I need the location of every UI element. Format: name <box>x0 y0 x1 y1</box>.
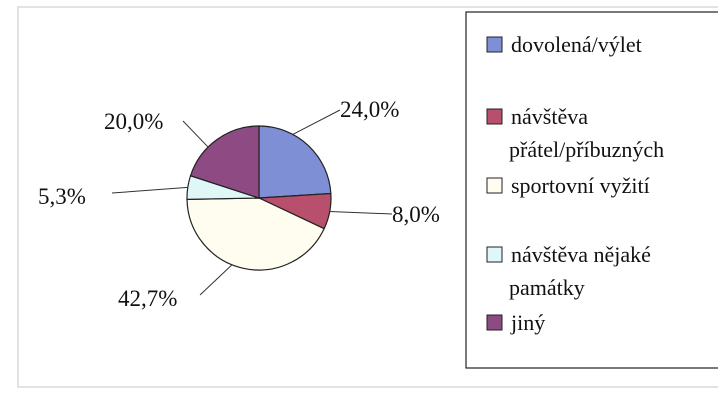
legend-label-1: dovolená/výlet <box>511 32 642 57</box>
legend-label-5: jiný <box>510 310 545 335</box>
legend-label-4: návštěva nějaké <box>511 242 651 267</box>
pie-slice-5 <box>189 125 260 199</box>
legend-box <box>465 11 718 369</box>
leader-lines <box>111 109 393 296</box>
legend-label-2-line-2: přátel/příbuzných <box>509 137 664 162</box>
leader-line-1 <box>292 109 341 135</box>
legend-label-3: sportovní vyžití <box>511 173 650 198</box>
data-labels: 24,0% 8,0% 42,7% 5,3% 20,0% <box>38 97 440 311</box>
legend-label-4-line-2: památky <box>509 275 585 300</box>
leader-line-2 <box>329 210 393 215</box>
leader-line-5 <box>182 120 209 148</box>
pie-slices <box>186 125 332 271</box>
data-label-5: 20,0% <box>104 109 163 134</box>
data-label-4: 5,3% <box>38 184 86 209</box>
legend-label-2: návštěva <box>511 104 588 129</box>
legend-swatch-5 <box>486 314 503 331</box>
data-label-3: 42,7% <box>118 286 177 311</box>
legend-swatch-2 <box>486 108 503 125</box>
legend-swatch-4 <box>486 246 503 263</box>
legend-swatch-3 <box>486 177 503 194</box>
pie-slice-3 <box>186 197 325 271</box>
leader-line-4 <box>111 186 188 194</box>
legend-swatch-1 <box>486 36 503 53</box>
legend: dovolená/výlet návštěva přátel/příbuzných s… <box>486 32 664 335</box>
data-label-1: 24,0% <box>340 97 399 122</box>
pie-slice-1 <box>258 125 332 199</box>
leader-line-3 <box>199 264 233 296</box>
data-label-2: 8,0% <box>392 202 440 227</box>
